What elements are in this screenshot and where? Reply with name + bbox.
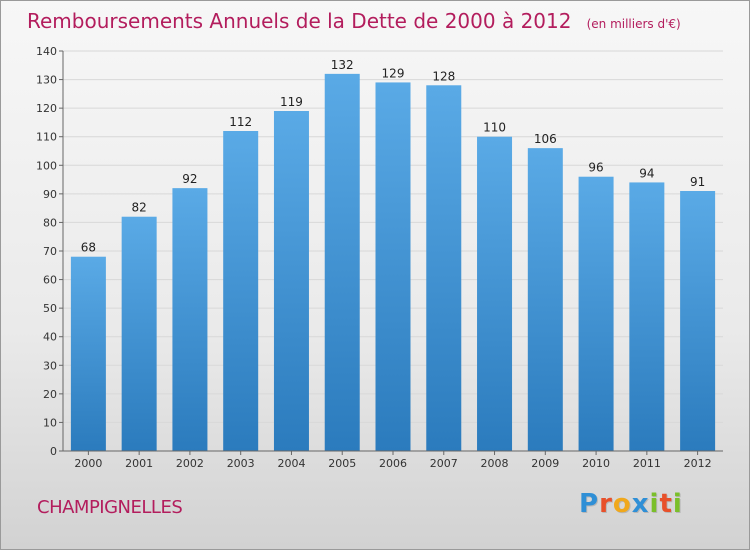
data-label-2004: 119: [280, 95, 303, 109]
bar-2011: [629, 182, 665, 451]
x-tick-label-2002: 2002: [176, 457, 204, 470]
bar-2000: [70, 256, 106, 451]
bar-2007: [426, 85, 462, 452]
title-row: Remboursements Annuels de la Dette de 20…: [27, 9, 681, 33]
logo-letter-6: i: [672, 489, 683, 519]
y-tick-label-0: 0: [50, 445, 57, 458]
y-tick-label-20: 20: [43, 388, 57, 401]
data-label-2001: 82: [132, 201, 147, 215]
x-tick-label-2007: 2007: [430, 457, 458, 470]
data-label-2000: 68: [81, 241, 96, 255]
x-tick-label-2008: 2008: [481, 457, 509, 470]
y-tick-label-80: 80: [43, 216, 57, 229]
bar-2012: [680, 191, 716, 451]
commune-name: CHAMPIGNELLES: [37, 497, 183, 518]
data-label-2005: 132: [331, 58, 354, 72]
data-label-2009: 106: [534, 132, 557, 146]
chart-title: Remboursements Annuels de la Dette de 20…: [27, 9, 572, 33]
y-tick-label-90: 90: [43, 188, 57, 201]
data-label-2010: 96: [588, 161, 603, 175]
x-tick-label-2009: 2009: [531, 457, 559, 470]
y-tick-label-110: 110: [36, 131, 57, 144]
y-tick-label-10: 10: [43, 416, 57, 429]
chart-unit: (en milliers d'€): [586, 17, 681, 31]
logo-letter-0: P: [579, 489, 600, 519]
y-tick-label-120: 120: [36, 102, 57, 115]
data-label-2003: 112: [229, 115, 252, 129]
data-label-2012: 91: [690, 175, 705, 189]
y-tick-label-100: 100: [36, 159, 57, 172]
x-tick-label-2003: 2003: [227, 457, 255, 470]
bar-2005: [324, 73, 360, 451]
y-tick-label-60: 60: [43, 274, 57, 287]
logo-letter-4: i: [649, 489, 660, 519]
data-label-2011: 94: [639, 166, 654, 180]
x-tick-label-2005: 2005: [328, 457, 356, 470]
logo-letter-1: r: [599, 489, 613, 519]
bar-2002: [172, 188, 208, 451]
data-label-2006: 129: [382, 66, 405, 80]
y-tick-label-30: 30: [43, 359, 57, 372]
data-label-2002: 92: [182, 172, 197, 186]
y-tick-label-50: 50: [43, 302, 57, 315]
y-tick-label-40: 40: [43, 331, 57, 344]
bar-2008: [477, 136, 513, 451]
logo-letter-5: t: [659, 489, 673, 519]
data-label-2008: 110: [483, 121, 506, 135]
bar-2010: [578, 176, 614, 451]
x-tick-label-2010: 2010: [582, 457, 610, 470]
logo-letter-3: x: [631, 489, 650, 519]
y-tick-label-130: 130: [36, 74, 57, 87]
y-tick-label-70: 70: [43, 245, 57, 258]
proxiti-logo: Proxiti: [579, 489, 683, 519]
bar-2004: [273, 111, 309, 451]
bar-2003: [223, 131, 259, 451]
x-tick-label-2006: 2006: [379, 457, 407, 470]
x-tick-label-2004: 2004: [277, 457, 305, 470]
logo-letter-2: o: [612, 489, 632, 519]
x-tick-label-2012: 2012: [684, 457, 712, 470]
bar-2006: [375, 82, 411, 451]
x-tick-label-2001: 2001: [125, 457, 153, 470]
data-label-2007: 128: [432, 69, 455, 83]
bar-2009: [527, 148, 563, 451]
x-tick-label-2000: 2000: [74, 457, 102, 470]
x-tick-label-2011: 2011: [633, 457, 661, 470]
y-tick-label-140: 140: [36, 45, 57, 58]
bar-2001: [121, 216, 157, 451]
